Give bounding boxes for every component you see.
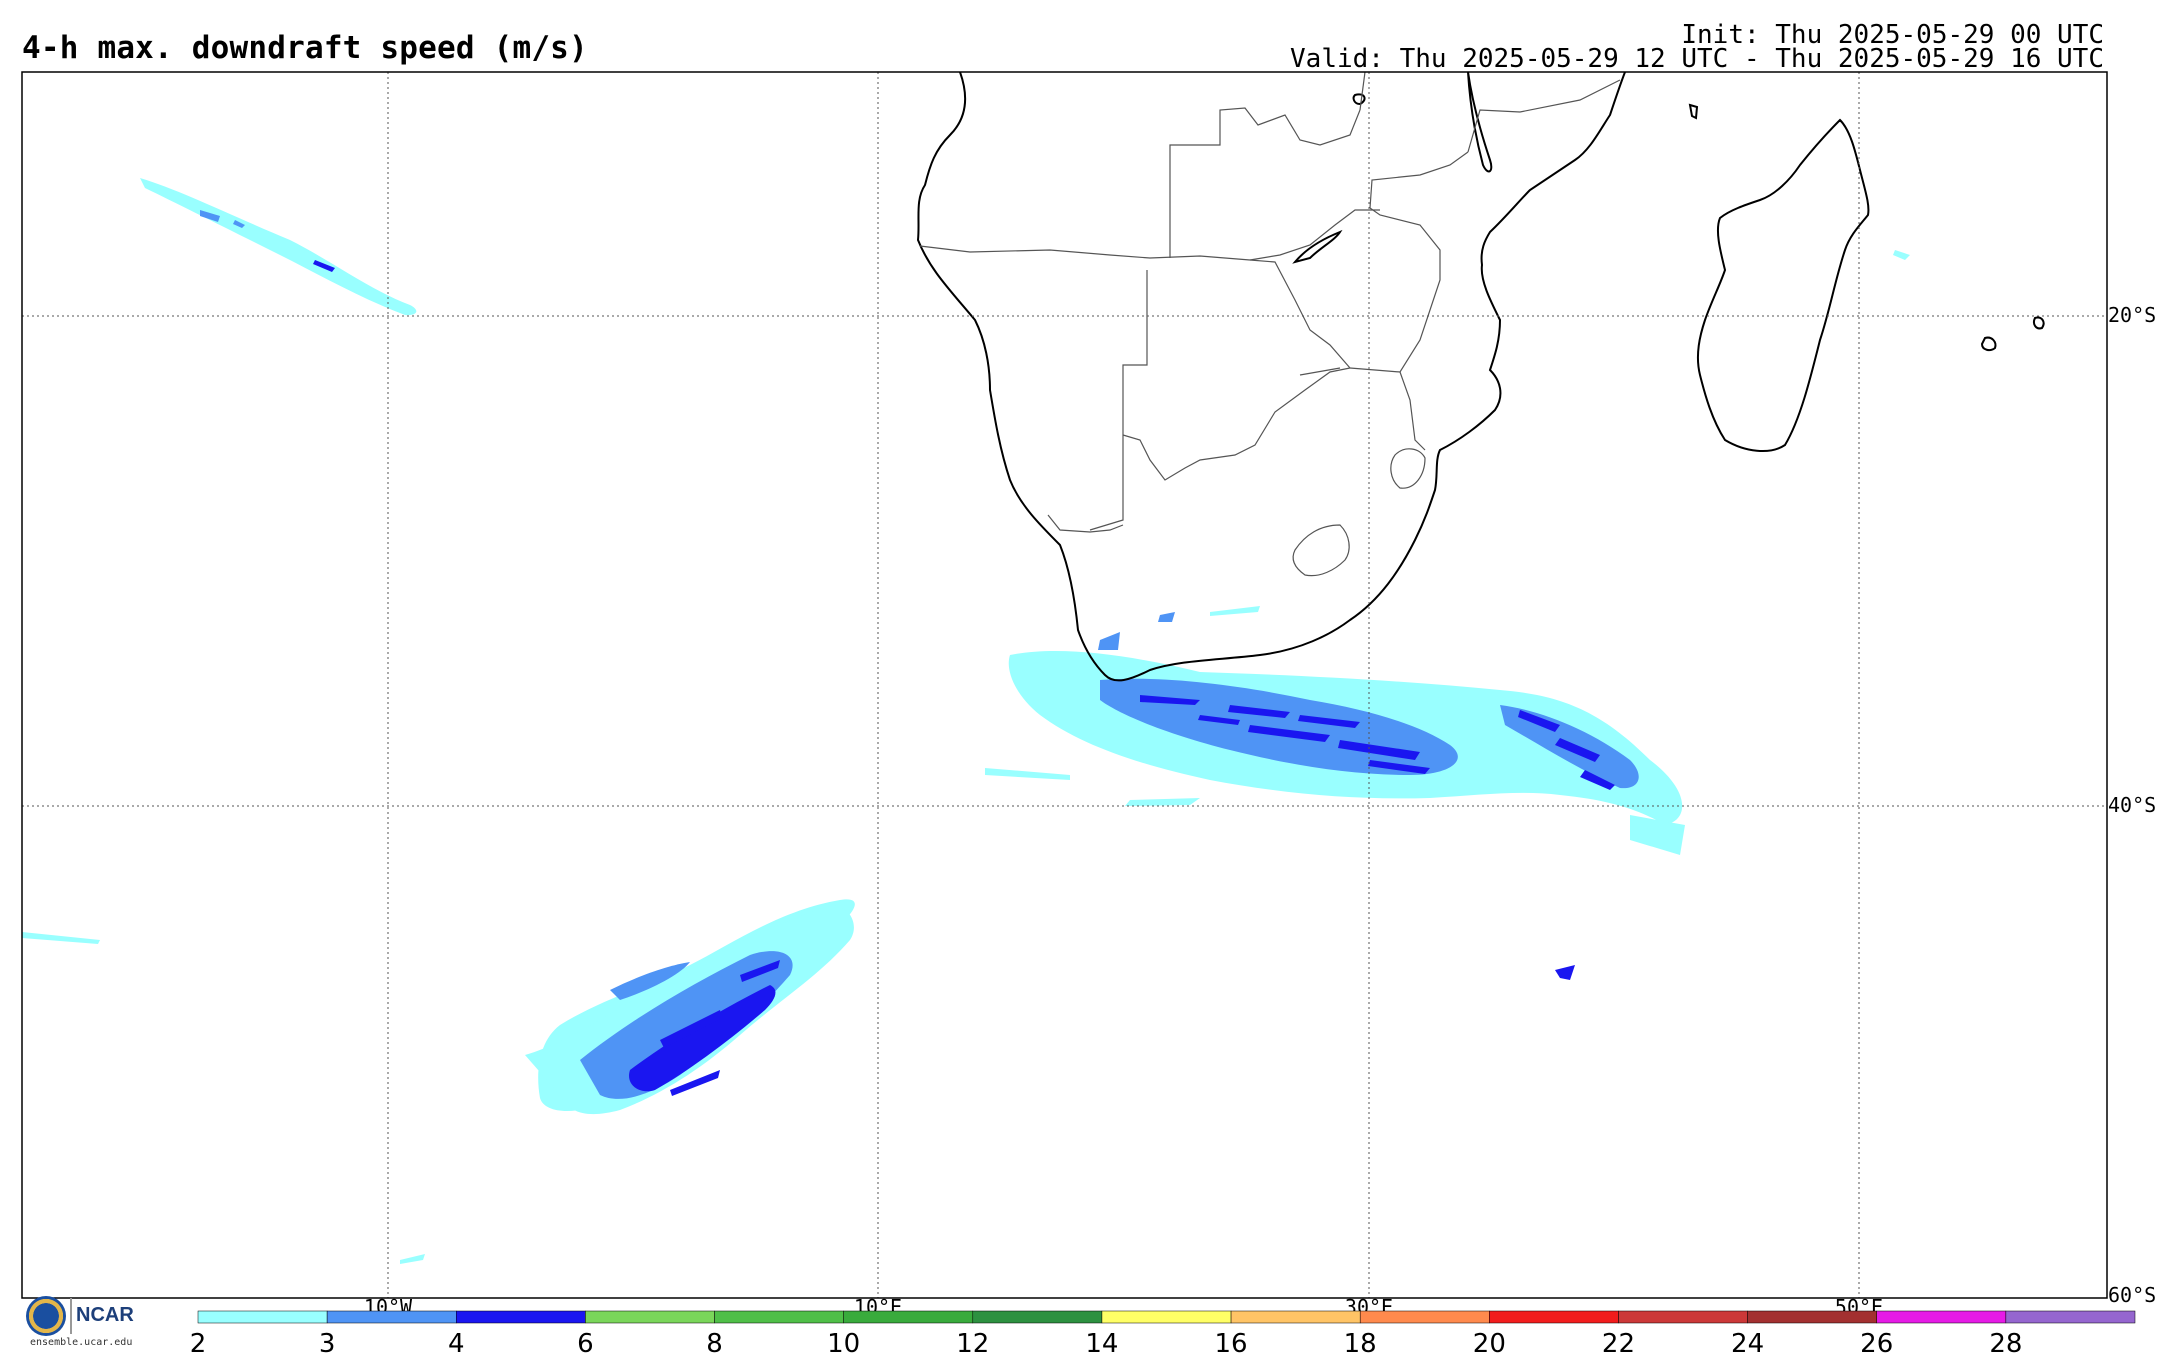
map-frame <box>21 71 2108 1299</box>
colorbar-swatch <box>1230 1310 1361 1324</box>
border-mozambique-southafrica <box>1399 371 1426 451</box>
colorbar-swatch <box>1747 1310 1877 1324</box>
border-botswana-southafrica <box>1122 367 1351 481</box>
colorbar-swatch <box>1618 1310 1748 1324</box>
colorbar-swatch <box>1489 1310 1619 1324</box>
colorbar-label: 26 <box>1860 1329 1893 1354</box>
colorbar-label: 20 <box>1473 1329 1506 1354</box>
border-zimbabwe-south <box>1299 367 1341 376</box>
colorbar-label: 16 <box>1215 1329 1248 1354</box>
valid-time: Valid: Thu 2025-05-29 12 UTC - Thu 2025-… <box>1290 44 2104 74</box>
colorbar-swatch <box>1101 1310 1232 1324</box>
lake-outline <box>1688 103 1699 120</box>
colorbar-label: 6 <box>577 1329 594 1354</box>
colorbar-label: 4 <box>448 1329 465 1354</box>
downdraft-field <box>22 178 1910 1264</box>
downdraft-streak-northwest-atlantic <box>140 178 1910 316</box>
colorbar-swatch <box>456 1310 586 1324</box>
logo-divider <box>70 1298 72 1334</box>
border-zimbabwe-mozambique <box>1349 207 1441 373</box>
border-namibia-botswana <box>1089 270 1148 531</box>
init-time: Init: Thu 2025-05-29 00 UTC <box>1681 20 2104 50</box>
colorbar-label: 12 <box>956 1329 989 1354</box>
colorbar-label: 10 <box>827 1329 860 1354</box>
colorbar-swatch <box>1359 1310 1490 1324</box>
downdraft-region-south-of-cape <box>985 606 1685 855</box>
border-botswana-zimbabwe <box>1249 259 1351 369</box>
reunion-outline <box>2032 316 2045 330</box>
border-namibia-southafrica <box>1047 514 1124 533</box>
border-zambia-drc <box>1359 72 1366 111</box>
mauritius-outline <box>1980 336 1997 352</box>
border-eswatini <box>1390 448 1426 489</box>
latitude-labels: 20°S 40°S 60°S <box>2108 303 2156 1307</box>
border-angola-zambia <box>1169 107 1361 258</box>
africa-coastline <box>916 72 1626 682</box>
colorbar-label: 24 <box>1731 1329 1764 1354</box>
colorbar-swatch <box>2005 1310 2136 1324</box>
madagascar-coastline <box>1696 118 1870 452</box>
border-namibia-angola <box>919 245 1251 261</box>
lat-label: 60°S <box>2108 1283 2156 1307</box>
nsf-logo-icon <box>26 1296 66 1336</box>
colorbar-label: 3 <box>319 1329 336 1354</box>
colorbar-label: 14 <box>1085 1329 1118 1354</box>
colorbar-swatch <box>197 1310 328 1324</box>
colorbar-swatch <box>714 1310 844 1324</box>
coastlines <box>916 72 2045 682</box>
credit-url: ensemble.ucar.edu <box>30 1337 133 1348</box>
lake-kariba-outline <box>1292 229 1343 264</box>
downdraft-region-mid-atlantic <box>22 899 1575 1264</box>
ncar-logo: NCAR <box>76 1304 134 1326</box>
border-zambia-malawi <box>1369 151 1469 209</box>
colorbar-label: 18 <box>1344 1329 1377 1354</box>
colorbar-swatch <box>585 1310 715 1324</box>
lat-label: 40°S <box>2108 793 2156 817</box>
lake-malawi-outline <box>1467 72 1493 173</box>
lat-label: 20°S <box>2108 303 2156 327</box>
lake-outline <box>1352 93 1366 106</box>
colorbar-swatch <box>972 1310 1103 1324</box>
border-lesotho <box>1292 524 1350 577</box>
colorbar: 2 3 4 6 8 10 12 14 16 18 20 22 24 26 28 <box>190 1310 2136 1354</box>
border-tanzania-mozambique <box>1467 79 1621 153</box>
colorbar-swatch <box>1876 1310 2007 1324</box>
colorbar-label: 8 <box>706 1329 723 1354</box>
colorbar-label: 28 <box>1989 1329 2022 1354</box>
colorbar-swatch <box>843 1310 974 1324</box>
country-borders <box>919 72 1621 577</box>
border-zambia-zimbabwe <box>1249 209 1380 261</box>
colorbar-label: 22 <box>1602 1329 1635 1354</box>
colorbar-swatch <box>326 1310 457 1324</box>
map-title: 4-h max. downdraft speed (m/s) <box>22 30 588 66</box>
colorbar-label: 2 <box>190 1329 207 1354</box>
graticule <box>22 72 2107 1298</box>
